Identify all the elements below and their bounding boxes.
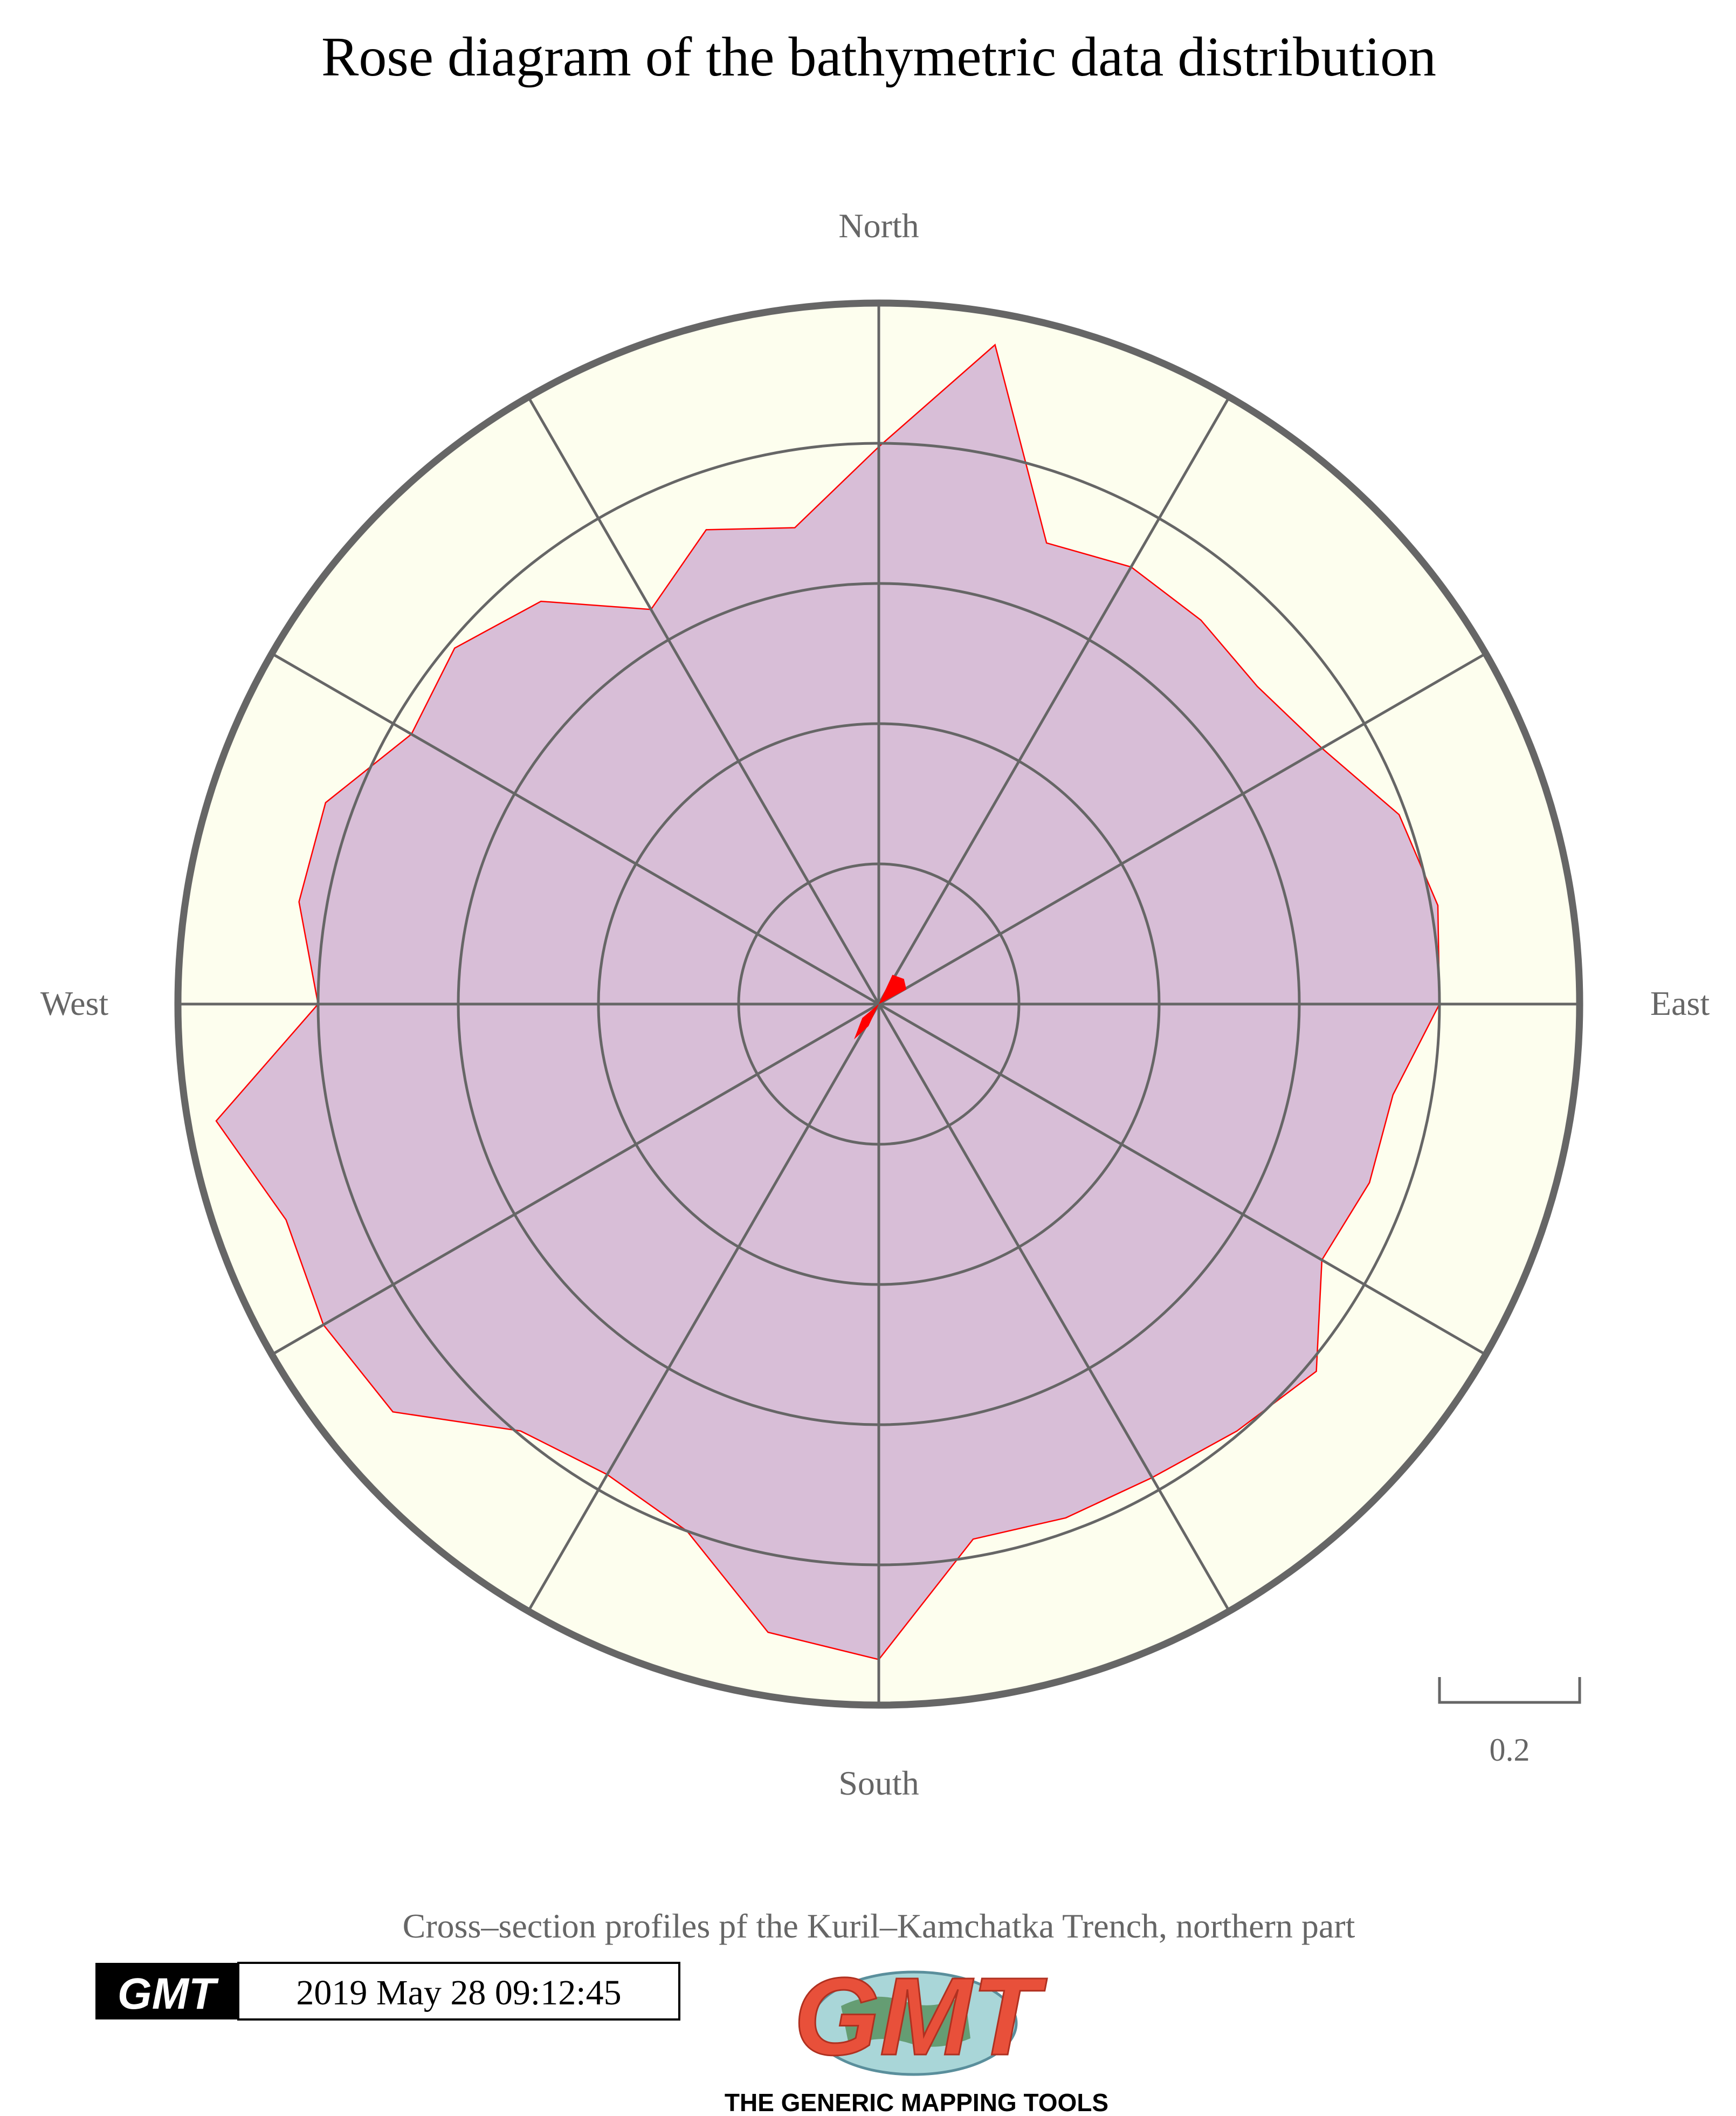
gmt-badge-background <box>95 1963 238 2019</box>
grid-spoke <box>877 1003 1231 1612</box>
chart-title: Rose diagram of the bathymetric data dis… <box>321 26 1436 88</box>
grid-spokes <box>178 303 1580 1705</box>
label-north: North <box>838 207 919 245</box>
label-west: West <box>40 984 109 1022</box>
rose-plot <box>174 299 1583 1709</box>
timestamp-badge: GMT 2019 May 28 09:12:45 <box>95 1962 680 2021</box>
scale-bar-label: 0.2 <box>1490 1732 1530 1768</box>
timestamp-text: 2019 May 28 09:12:45 <box>296 1973 621 2012</box>
logo-land-graphic <box>841 1995 970 2047</box>
grid-spoke <box>527 396 880 1005</box>
scale-bar: 0.2 <box>1438 1677 1581 1768</box>
mean-direction-wedge <box>854 974 907 1040</box>
gmt-logo: GMT THE GENERIC MAPPING TOOLS <box>725 1954 1108 2116</box>
label-east: East <box>1650 984 1710 1022</box>
grid-spoke <box>271 652 880 1006</box>
timestamp-box <box>237 1962 680 2021</box>
gmt-badge-logo: GMT <box>118 1969 219 2018</box>
grid-spoke <box>527 1003 880 1612</box>
grid-spoke <box>271 1002 880 1356</box>
grid-spoke <box>877 396 1231 1005</box>
chart-subtitle: Cross–section profiles pf the Kuril–Kamc… <box>403 1907 1355 1945</box>
grid-spoke <box>878 1002 1487 1356</box>
logo-caption: THE GENERIC MAPPING TOOLS <box>725 2088 1108 2116</box>
grid-spoke <box>878 652 1487 1006</box>
logo-gmt-text: GMT <box>794 1955 1047 2078</box>
scale-bar-line <box>1438 1677 1581 1704</box>
outer-frame <box>174 299 1583 1709</box>
label-south: South <box>838 1764 919 1802</box>
